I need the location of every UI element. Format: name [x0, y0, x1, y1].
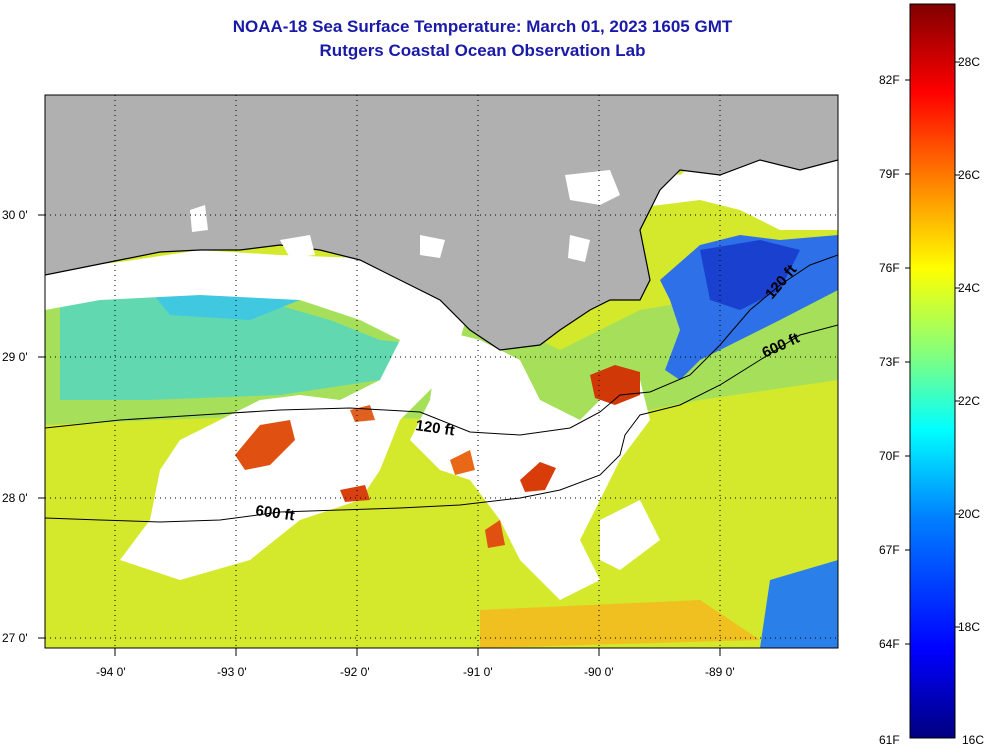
contour-600ft — [45, 324, 838, 523]
contour-label-600ft-west: 600 ft — [254, 502, 295, 524]
lat-tick-label: 28 0' — [2, 491, 28, 505]
colorbar-ticks — [905, 61, 960, 645]
lon-tick-label: -93 0' — [217, 665, 247, 679]
land-cloud-3 — [568, 235, 590, 262]
land-cloud-2 — [420, 235, 445, 258]
coastline — [45, 159, 838, 351]
hot-spot-4 — [520, 462, 556, 492]
land-cloud-5 — [190, 205, 208, 232]
map-panel — [45, 95, 838, 648]
hot-spot-6 — [450, 450, 475, 475]
lon-tick-label: -89 0' — [705, 665, 735, 679]
lat-tick-label: 27 0' — [2, 631, 28, 645]
hot-spot-1 — [235, 420, 295, 470]
hot-spot-5 — [485, 520, 505, 548]
cloud-patch-south — [600, 500, 660, 570]
land-cloud-1 — [280, 235, 315, 258]
map-border — [44, 94, 839, 649]
cyan-water-region — [60, 290, 430, 400]
contour-label-120ft-west: 120 ft — [414, 417, 455, 439]
lon-tick-label: -94 0' — [96, 665, 126, 679]
lon-tick-label: -92 0' — [340, 665, 370, 679]
graticule — [45, 95, 838, 648]
warm-water-south — [480, 600, 760, 648]
contour-120ft — [45, 254, 838, 436]
map-title: NOAA-18 Sea Surface Temperature: March 0… — [232, 17, 733, 36]
axis-ticks — [38, 214, 721, 656]
colorbar — [909, 3, 956, 739]
lat-tick-label: 30 0' — [2, 208, 28, 222]
lon-tick-label: -91 0' — [463, 665, 493, 679]
coldest-water-delta — [700, 240, 800, 310]
lat-tick-label: 29 0' — [2, 350, 28, 364]
map-subtitle: Rutgers Coastal Ocean Observation Lab — [319, 41, 646, 60]
cloud-cover-west — [45, 250, 470, 580]
hot-spot-2 — [340, 485, 370, 502]
land-cloud-4 — [565, 170, 620, 205]
lon-tick-label: -90 0' — [584, 665, 614, 679]
hot-spot-3 — [590, 365, 640, 405]
cold-water-southeast — [760, 560, 838, 648]
cloud-cover-central — [410, 330, 650, 600]
land-mass — [45, 95, 838, 350]
